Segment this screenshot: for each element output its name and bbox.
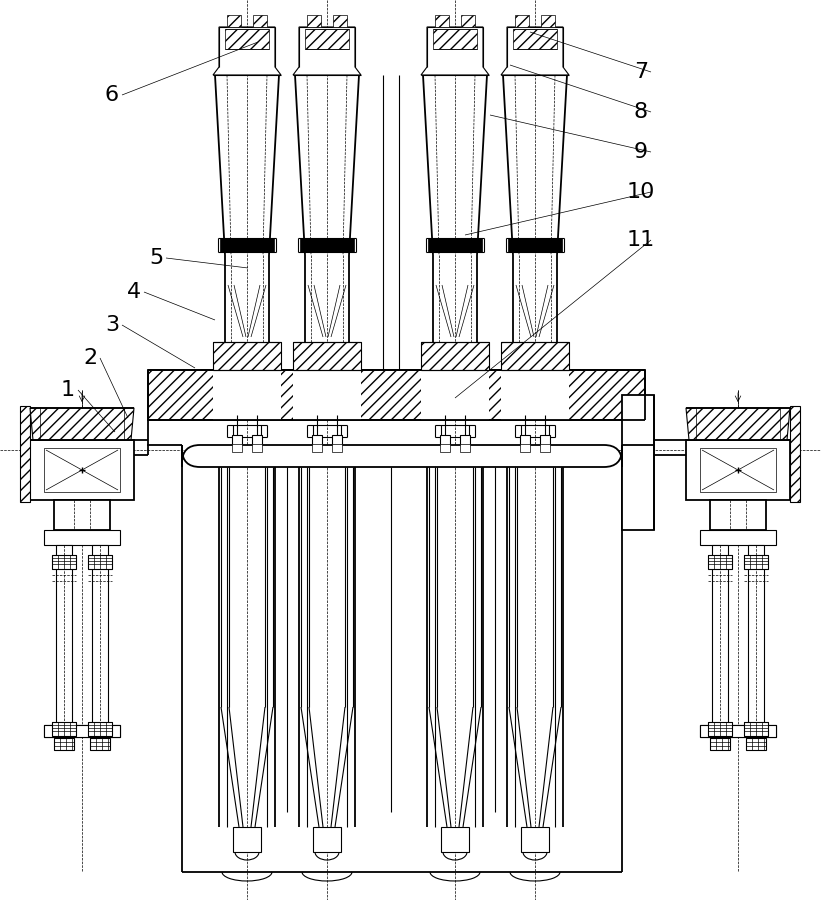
Bar (541, 15, 555, 27)
Bar (54, 500, 110, 530)
Bar (213, 370, 281, 420)
Bar (700, 530, 776, 545)
Polygon shape (686, 408, 790, 440)
Bar (460, 444, 470, 452)
Bar (54, 738, 74, 750)
Bar (88, 722, 112, 736)
Bar (421, 370, 489, 420)
Bar (435, 15, 449, 27)
Text: 6: 6 (105, 85, 119, 105)
Bar (622, 395, 654, 530)
Bar (225, 29, 269, 49)
Bar (440, 444, 450, 452)
Bar (44, 725, 120, 737)
Bar (515, 15, 529, 27)
Bar (710, 500, 766, 530)
Text: 11: 11 (627, 230, 655, 250)
Bar (540, 444, 550, 452)
Bar (708, 722, 732, 736)
Polygon shape (421, 27, 489, 75)
Text: 7: 7 (634, 62, 648, 82)
Bar (88, 555, 112, 569)
Bar (44, 725, 120, 737)
Bar (461, 15, 475, 27)
Text: 9: 9 (634, 142, 648, 162)
Bar (30, 440, 134, 500)
Bar (252, 435, 262, 445)
Bar (708, 555, 732, 569)
Text: 1: 1 (61, 380, 75, 400)
Bar (686, 440, 790, 500)
Bar (332, 435, 342, 445)
Bar (700, 448, 776, 492)
Bar (521, 827, 549, 852)
Bar (92, 545, 108, 730)
Bar (700, 725, 776, 737)
Bar (253, 15, 267, 27)
Polygon shape (30, 408, 134, 440)
Polygon shape (293, 27, 361, 75)
Bar (90, 738, 110, 750)
Bar (441, 827, 469, 852)
Bar (520, 435, 530, 445)
Text: 5: 5 (149, 248, 163, 268)
Bar (312, 444, 322, 452)
Bar (540, 435, 550, 445)
Bar (508, 238, 562, 252)
Bar (305, 29, 349, 49)
Bar (513, 29, 557, 49)
Text: 10: 10 (626, 182, 655, 202)
Bar (227, 15, 241, 27)
Bar (307, 15, 321, 27)
Bar (252, 444, 262, 452)
Bar (332, 444, 342, 452)
Bar (232, 435, 242, 445)
Bar (44, 530, 120, 545)
Bar (20, 406, 30, 502)
Bar (293, 342, 361, 370)
Bar (700, 725, 776, 737)
Text: 2: 2 (83, 348, 97, 368)
Bar (232, 444, 242, 452)
Bar (56, 545, 72, 730)
Bar (744, 555, 768, 569)
Bar (421, 342, 489, 370)
Bar (501, 370, 569, 420)
Bar (52, 555, 76, 569)
Bar (293, 370, 361, 420)
Bar (44, 448, 120, 492)
Bar (233, 827, 261, 852)
Bar (712, 545, 728, 730)
Bar (220, 238, 274, 252)
Bar (313, 827, 341, 852)
Bar (333, 15, 347, 27)
Bar (433, 29, 477, 49)
FancyBboxPatch shape (182, 445, 622, 467)
Bar (790, 406, 800, 502)
Text: 4: 4 (127, 282, 141, 302)
Polygon shape (501, 27, 569, 75)
Bar (440, 435, 450, 445)
Bar (428, 238, 482, 252)
Polygon shape (213, 27, 281, 75)
Bar (312, 435, 322, 445)
Bar (300, 238, 354, 252)
Bar (748, 545, 764, 730)
Bar (52, 722, 76, 736)
Bar (148, 370, 645, 420)
Text: 8: 8 (634, 102, 648, 122)
Bar (710, 738, 730, 750)
Bar (746, 738, 766, 750)
Bar (213, 342, 281, 370)
Bar (460, 435, 470, 445)
Bar (520, 444, 530, 452)
Bar (501, 342, 569, 370)
Text: 3: 3 (105, 315, 119, 335)
Bar (744, 722, 768, 736)
